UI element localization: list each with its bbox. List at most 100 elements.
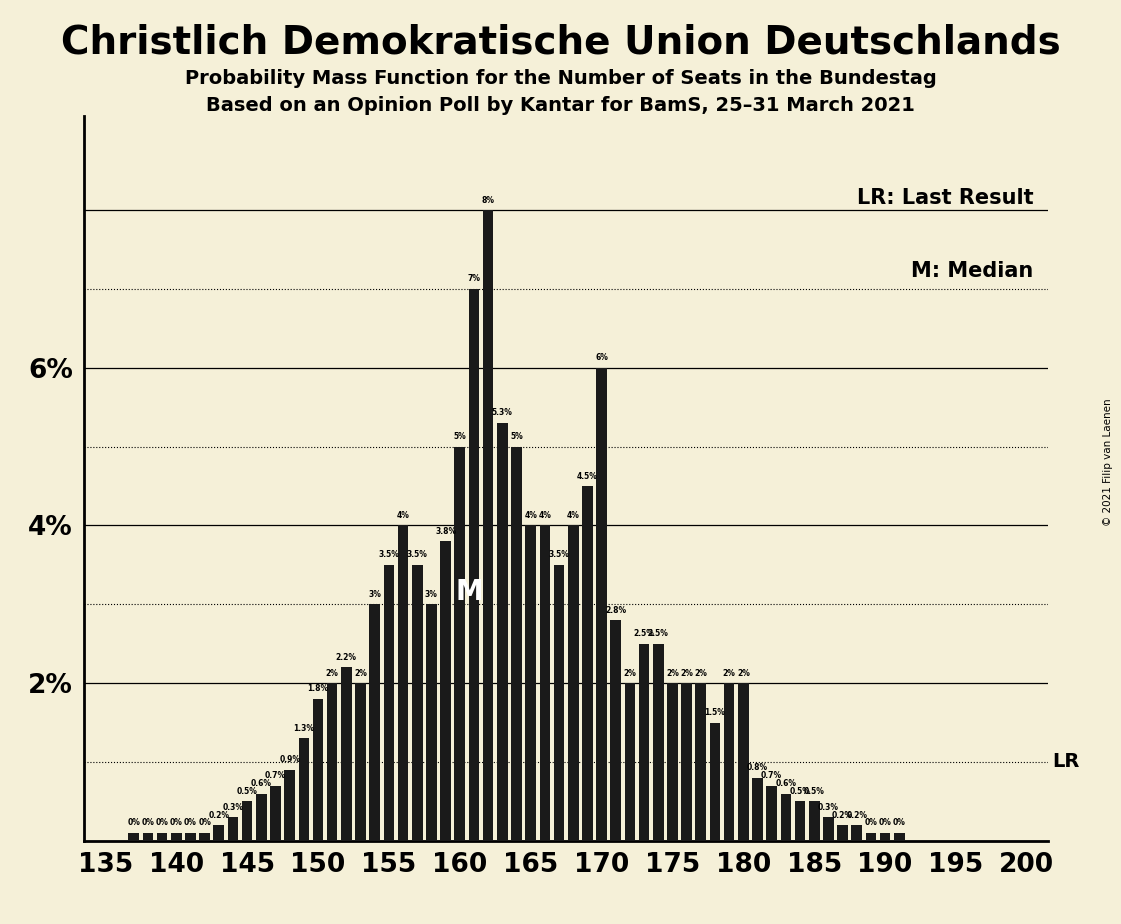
Bar: [469, 289, 480, 841]
Text: 0.3%: 0.3%: [222, 803, 243, 811]
Bar: [695, 683, 706, 841]
Text: 4%: 4%: [397, 511, 409, 520]
Text: 2.8%: 2.8%: [605, 605, 627, 614]
Text: 8%: 8%: [482, 196, 494, 204]
Bar: [370, 604, 380, 841]
Bar: [539, 526, 550, 841]
Text: 0%: 0%: [864, 819, 878, 827]
Text: 0.5%: 0.5%: [804, 787, 825, 796]
Bar: [185, 833, 196, 841]
Bar: [383, 565, 395, 841]
Text: 2%: 2%: [666, 669, 679, 677]
Text: 2%: 2%: [680, 669, 693, 677]
Bar: [837, 825, 847, 841]
Text: 3.5%: 3.5%: [548, 551, 569, 559]
Text: 7%: 7%: [467, 274, 481, 284]
Bar: [795, 801, 805, 841]
Bar: [327, 683, 337, 841]
Bar: [200, 833, 210, 841]
Bar: [611, 620, 621, 841]
Bar: [667, 683, 678, 841]
Bar: [441, 541, 451, 841]
Bar: [526, 526, 536, 841]
Text: 2.5%: 2.5%: [633, 629, 655, 638]
Text: 0.2%: 0.2%: [846, 810, 868, 820]
Bar: [823, 817, 834, 841]
Text: 4%: 4%: [567, 511, 580, 520]
Text: 3.5%: 3.5%: [407, 551, 428, 559]
Text: 2%: 2%: [736, 669, 750, 677]
Bar: [682, 683, 692, 841]
Bar: [142, 833, 154, 841]
Bar: [398, 526, 408, 841]
Text: 1.5%: 1.5%: [704, 708, 725, 717]
Bar: [313, 699, 323, 841]
Text: 0.5%: 0.5%: [237, 787, 258, 796]
Text: 5.3%: 5.3%: [492, 408, 512, 418]
Text: Christlich Demokratische Union Deutschlands: Christlich Demokratische Union Deutschla…: [61, 23, 1060, 61]
Bar: [426, 604, 437, 841]
Text: 0.2%: 0.2%: [832, 810, 853, 820]
Bar: [298, 738, 309, 841]
Text: 0%: 0%: [141, 819, 155, 827]
Bar: [454, 446, 465, 841]
Text: 0.9%: 0.9%: [279, 755, 300, 764]
Text: 0.5%: 0.5%: [789, 787, 810, 796]
Text: 4%: 4%: [538, 511, 552, 520]
Text: 0%: 0%: [892, 819, 906, 827]
Text: 0%: 0%: [156, 819, 168, 827]
Text: 1.3%: 1.3%: [294, 723, 314, 733]
Text: 0.2%: 0.2%: [209, 810, 230, 820]
Bar: [497, 423, 508, 841]
Text: Based on an Opinion Poll by Kantar for BamS, 25–31 March 2021: Based on an Opinion Poll by Kantar for B…: [206, 96, 915, 116]
Text: Probability Mass Function for the Number of Seats in the Bundestag: Probability Mass Function for the Number…: [185, 69, 936, 89]
Text: 0.3%: 0.3%: [818, 803, 839, 811]
Bar: [809, 801, 819, 841]
Bar: [568, 526, 578, 841]
Text: M: M: [456, 578, 483, 606]
Bar: [767, 785, 777, 841]
Text: 1.8%: 1.8%: [307, 685, 328, 693]
Bar: [270, 785, 280, 841]
Bar: [129, 833, 139, 841]
Text: 0%: 0%: [184, 819, 197, 827]
Bar: [554, 565, 564, 841]
Bar: [213, 825, 224, 841]
Bar: [652, 644, 664, 841]
Text: 5%: 5%: [510, 432, 522, 441]
Bar: [738, 683, 749, 841]
Text: 0.8%: 0.8%: [747, 763, 768, 772]
Text: 2%: 2%: [623, 669, 637, 677]
Bar: [483, 210, 493, 841]
Bar: [596, 368, 606, 841]
Bar: [710, 723, 721, 841]
Bar: [582, 486, 593, 841]
Text: © 2021 Filip van Laenen: © 2021 Filip van Laenen: [1103, 398, 1113, 526]
Bar: [752, 778, 762, 841]
Text: 3.5%: 3.5%: [379, 551, 399, 559]
Bar: [865, 833, 877, 841]
Text: 4%: 4%: [525, 511, 537, 520]
Bar: [639, 644, 649, 841]
Text: 0%: 0%: [128, 819, 140, 827]
Text: 3%: 3%: [425, 590, 438, 599]
Text: M: Median: M: Median: [911, 261, 1034, 281]
Text: 5%: 5%: [453, 432, 466, 441]
Text: 4.5%: 4.5%: [577, 471, 597, 480]
Text: 0%: 0%: [198, 819, 211, 827]
Bar: [157, 833, 167, 841]
Text: 2%: 2%: [354, 669, 367, 677]
Text: 3%: 3%: [369, 590, 381, 599]
Text: 0.7%: 0.7%: [265, 772, 286, 780]
Bar: [341, 667, 352, 841]
Bar: [256, 794, 267, 841]
Text: 2.2%: 2.2%: [336, 653, 356, 662]
Bar: [242, 801, 252, 841]
Bar: [170, 833, 182, 841]
Bar: [893, 833, 905, 841]
Bar: [780, 794, 791, 841]
Bar: [724, 683, 734, 841]
Text: 6%: 6%: [595, 353, 608, 362]
Bar: [880, 833, 890, 841]
Bar: [285, 770, 295, 841]
